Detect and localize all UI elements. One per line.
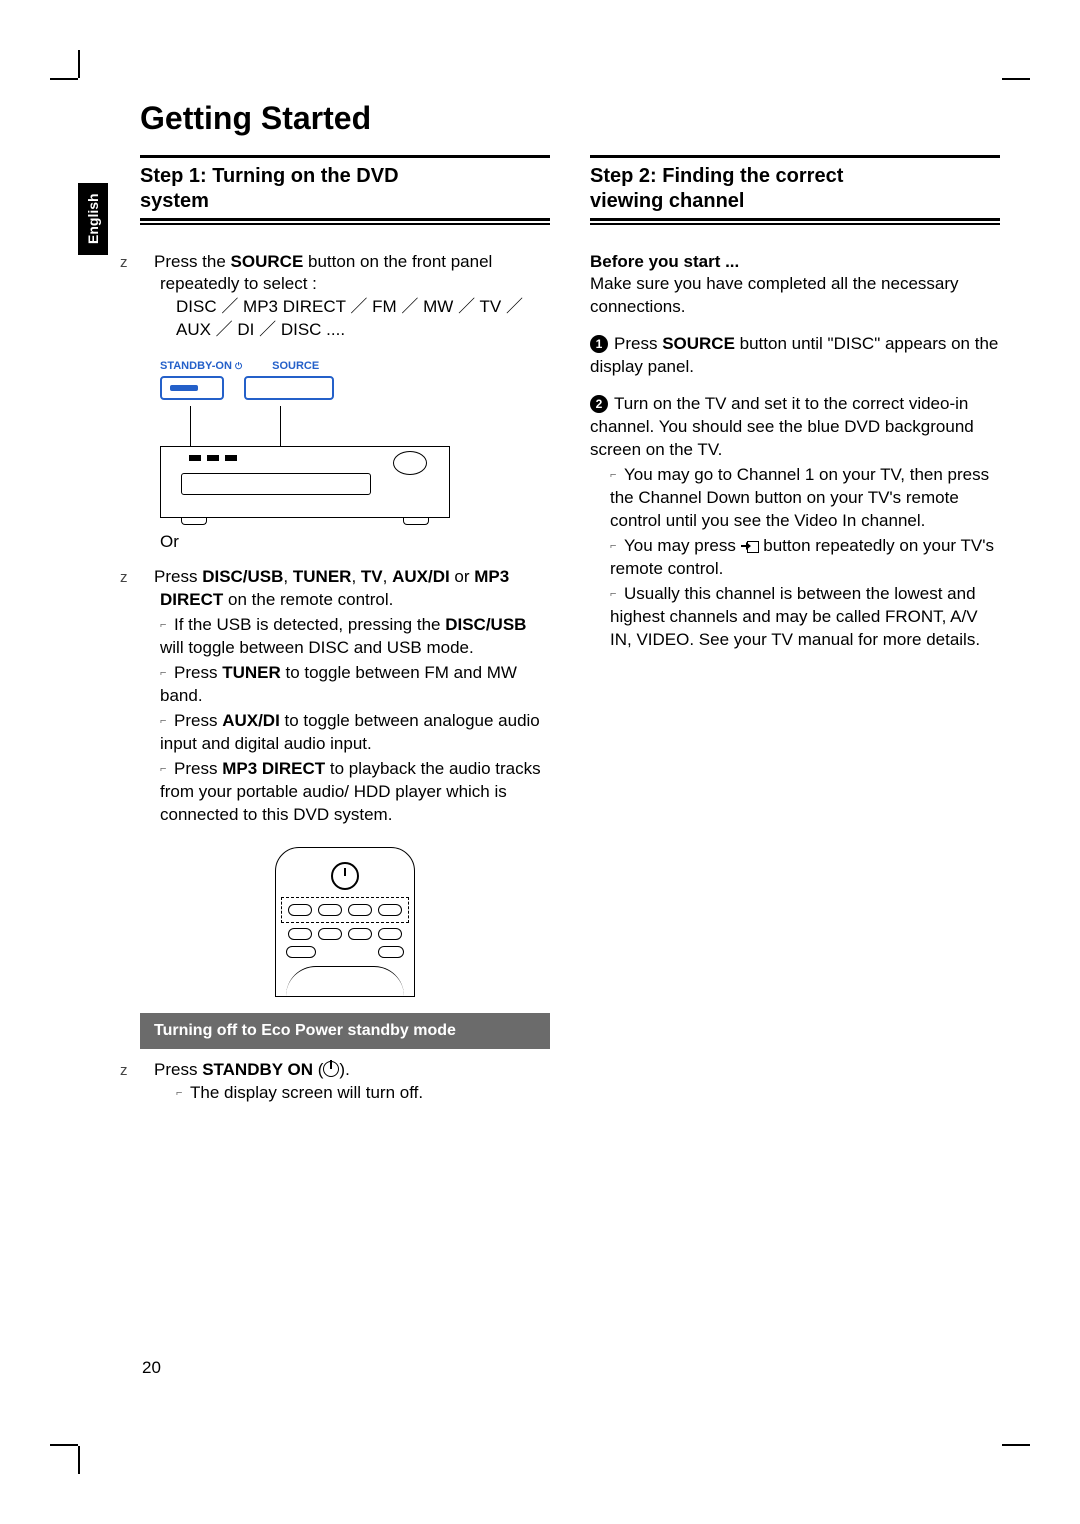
text: AUX/DI [222, 711, 280, 730]
text: TUNER [222, 663, 281, 682]
text: ( [313, 1060, 323, 1079]
bullet-icon: ⌐ [176, 1086, 190, 1101]
standby-label: STANDBY-ON ⏻ [160, 360, 242, 372]
bullet-icon: ⌐ [610, 587, 624, 602]
bullet-icon: ⌐ [160, 618, 174, 633]
text: MP3 DIRECT [222, 759, 325, 778]
text: or [450, 567, 475, 586]
text: SOURCE [662, 334, 735, 353]
subheading: Before you start ... [590, 251, 1000, 274]
numbered-step: 2Turn on the TV and set it to the correc… [590, 393, 1000, 651]
standby-button-diagram [160, 376, 224, 400]
source-label: SOURCE [272, 360, 319, 372]
rule [140, 155, 550, 158]
text: Press [614, 334, 662, 353]
paragraph: zPress DISC/USB, TUNER, TV, AUX/DI or MP… [140, 566, 550, 826]
text: The display screen will turn off. [190, 1083, 423, 1102]
or-text: Or [160, 532, 550, 552]
rule [590, 223, 1000, 225]
before-you-start: Before you start ... Make sure you have … [590, 251, 1000, 320]
text: , [351, 567, 360, 586]
crop-mark [50, 78, 78, 80]
text: on the remote control. [223, 590, 393, 609]
power-icon [331, 862, 359, 890]
rule [140, 223, 550, 225]
left-column: Step 1: Turning on the DVD system zPress… [140, 155, 550, 1104]
text: Press the [154, 252, 231, 271]
remote-diagram [265, 847, 425, 997]
text: will toggle between DISC and USB mode. [160, 638, 474, 657]
bullet-icon: z [140, 253, 154, 273]
crop-mark [78, 1446, 80, 1474]
text: Press [154, 1060, 202, 1079]
columns: Step 1: Turning on the DVD system zPress… [140, 155, 1000, 1104]
text: Usually this channel is between the lowe… [610, 584, 980, 649]
text: , [283, 567, 292, 586]
step2-title-line1: Step 2: Finding the correct [590, 165, 843, 187]
tv-input-icon [741, 539, 759, 553]
crop-mark [50, 1444, 78, 1446]
leader-lines [160, 406, 450, 446]
step1-title-line2: system [140, 190, 209, 212]
text: , [383, 567, 392, 586]
right-column: Step 2: Finding the correct viewing chan… [590, 155, 1000, 1104]
step2-title-line2: viewing channel [590, 190, 744, 212]
page-content: Getting Started Step 1: Turning on the D… [140, 100, 1000, 1104]
text: If the USB is detected, pressing the [174, 615, 445, 634]
text: DISC/USB [445, 615, 526, 634]
bullet-icon: ⌐ [610, 539, 624, 554]
rule [590, 155, 1000, 158]
remote-row [276, 946, 414, 958]
source-button-diagram [244, 376, 334, 400]
text: ). [339, 1060, 349, 1079]
text: TUNER [293, 567, 352, 586]
crop-mark [1002, 1444, 1030, 1446]
bullet-icon: z [140, 1061, 154, 1081]
paragraph: zPress STANDBY ON (). ⌐The display scree… [140, 1059, 550, 1105]
eco-power-heading: Turning off to Eco Power standby mode [140, 1013, 550, 1049]
page-number: 20 [142, 1358, 161, 1378]
crop-mark [78, 50, 80, 78]
step1-title-line1: Step 1: Turning on the DVD [140, 165, 399, 187]
text: Press [174, 759, 222, 778]
step-number-icon: 2 [590, 395, 608, 413]
page-title: Getting Started [140, 100, 1000, 137]
text: DISC/USB [202, 567, 283, 586]
rule [590, 218, 1000, 221]
remote-nav [286, 966, 404, 996]
text: Turn on the TV and set it to the correct… [590, 394, 974, 459]
bullet-icon: ⌐ [610, 468, 624, 483]
text: Press [154, 567, 202, 586]
text: You may go to Channel 1 on your TV, then… [610, 465, 989, 530]
text: STANDBY ON [202, 1060, 313, 1079]
step2-title: Step 2: Finding the correct viewing chan… [590, 160, 1000, 218]
remote-row [284, 900, 406, 920]
text: SOURCE [231, 252, 304, 271]
text: You may press [624, 536, 741, 555]
text: TV [361, 567, 383, 586]
bullet-icon: z [140, 568, 154, 588]
text: AUX/DI [392, 567, 450, 586]
bullet-icon: ⌐ [160, 714, 174, 729]
text: Press [174, 711, 222, 730]
crop-mark [1002, 78, 1030, 80]
numbered-step: 1Press SOURCE button until "DISC" appear… [590, 333, 1000, 379]
text: Make sure you have completed all the nec… [590, 273, 1000, 319]
bullet-icon: ⌐ [160, 666, 174, 681]
paragraph: zPress the SOURCE button on the front pa… [140, 251, 550, 343]
language-tab: English [78, 183, 108, 255]
step-number-icon: 1 [590, 335, 608, 353]
rule [140, 218, 550, 221]
power-icon [323, 1061, 339, 1077]
front-panel-diagram: STANDBY-ON ⏻ SOURCE [160, 360, 450, 518]
bullet-icon: ⌐ [160, 762, 174, 777]
text: DISC ／ MP3 DIRECT ／ FM ／ MW ／ TV ／ AUX ／… [140, 296, 550, 342]
dvd-player-diagram [160, 446, 450, 518]
step1-title: Step 1: Turning on the DVD system [140, 160, 550, 218]
remote-row [276, 928, 414, 940]
text: Press [174, 663, 222, 682]
